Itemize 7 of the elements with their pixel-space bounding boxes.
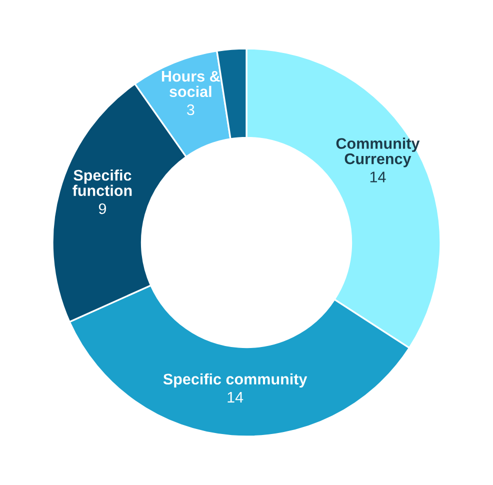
slice-label: Specific community xyxy=(163,373,308,388)
data-label: 14 xyxy=(228,392,244,403)
slice-label: Hours & social xyxy=(162,70,220,98)
slice-label: Specific function xyxy=(72,169,132,196)
data-label: 3 xyxy=(186,104,194,116)
data-label: 9 xyxy=(98,203,106,214)
data-label: 14 xyxy=(370,172,386,182)
